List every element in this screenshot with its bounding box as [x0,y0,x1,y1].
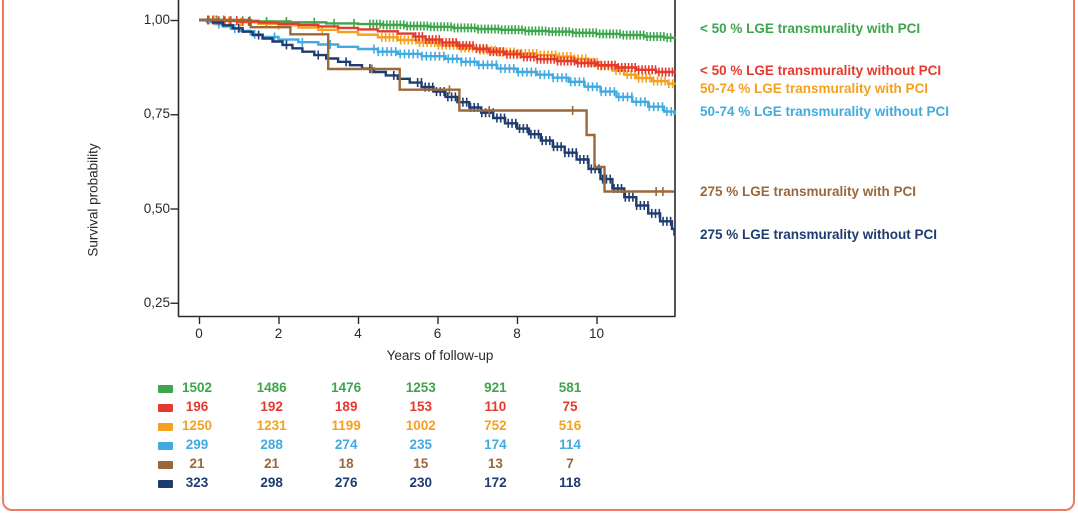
curves-layer [199,15,676,236]
legend-item-2: 50-74 % LGE transmurality with PCI [700,81,929,96]
series-swatch-icon [158,461,173,469]
at-risk-count: 1476 [331,380,362,395]
at-risk-count: 276 [334,475,358,490]
at-risk-count: 299 [185,437,209,452]
at-risk-count: 1002 [405,418,436,433]
x-tick-label: 4 [354,326,362,341]
at-risk-count: 230 [409,475,433,490]
legend-item-3: 50-74 % LGE transmurality without PCI [700,104,950,119]
at-risk-count: 153 [409,399,433,414]
at-risk-count: 298 [260,475,283,490]
at-risk-count: 75 [562,399,578,414]
censor-ticks-5 [237,23,672,226]
y-tick-label: 1,00 [143,12,170,27]
y-tick-label: 0,75 [143,106,170,122]
series-swatch-icon [158,423,173,431]
at-risk-count: 323 [185,475,209,490]
x-tick-label: 8 [513,326,521,341]
y-axis-title: Survival probability [85,143,101,257]
y-tick-label: 0,50 [143,200,170,216]
x-tick-label: 0 [195,326,203,341]
at-risk-count: 21 [189,456,205,471]
legend-item-0: < 50 % LGE transmurality with PCI [700,21,921,36]
at-risk-count: 18 [338,456,354,471]
at-risk-count: 1486 [256,380,287,395]
at-risk-count: 1253 [405,380,436,395]
at-risk-count: 1502 [181,380,213,395]
at-risk-count: 274 [334,437,358,452]
at-risk-count: 172 [484,475,507,490]
x-axis-title: Years of follow-up [386,348,494,363]
km-curve-4 [199,18,675,193]
at-risk-count: 288 [260,437,283,452]
at-risk-count: 1231 [256,418,287,433]
legend-item-1: < 50 % LGE transmurality without PCI [700,63,942,78]
km-curve-5 [199,18,676,236]
at-risk-count: 192 [260,399,283,414]
at-risk-count: 516 [558,418,582,433]
at-risk-count: 235 [409,437,433,452]
at-risk-count: 189 [334,399,358,414]
at-risk-count: 196 [185,399,209,414]
series-swatch-icon [158,404,173,412]
censor-ticks-4 [371,64,664,197]
axes-layer [170,0,676,324]
at-risk-count: 118 [559,475,581,490]
at-risk-count: 110 [484,399,507,414]
legend-item-4: 275 % LGE transmurality with PCI [700,184,917,199]
y-tick-label: 0,25 [143,294,170,310]
at-risk-count: 114 [559,437,581,452]
series-swatch-icon [158,442,173,450]
at-risk-count: 921 [484,380,507,395]
at-risk-count: 15 [413,456,429,471]
legend-item-5: 275 % LGE transmurality without PCI [700,227,938,242]
at-risk-count: 174 [484,437,507,452]
at-risk-count: 752 [484,418,507,433]
at-risk-count: 13 [487,456,503,471]
x-tick-label: 2 [274,326,283,341]
at-risk-count: 1199 [331,418,361,433]
at-risk-count: 581 [558,380,582,395]
x-tick-label: 10 [588,326,605,341]
km-curve-1 [199,18,676,74]
series-swatch-icon [158,480,173,488]
series-swatch-icon [158,385,173,393]
at-risk-count: 7 [566,456,574,471]
at-risk-count: 1250 [181,418,213,433]
at-risk-count: 21 [264,456,280,471]
x-tick-label: 6 [433,326,442,341]
